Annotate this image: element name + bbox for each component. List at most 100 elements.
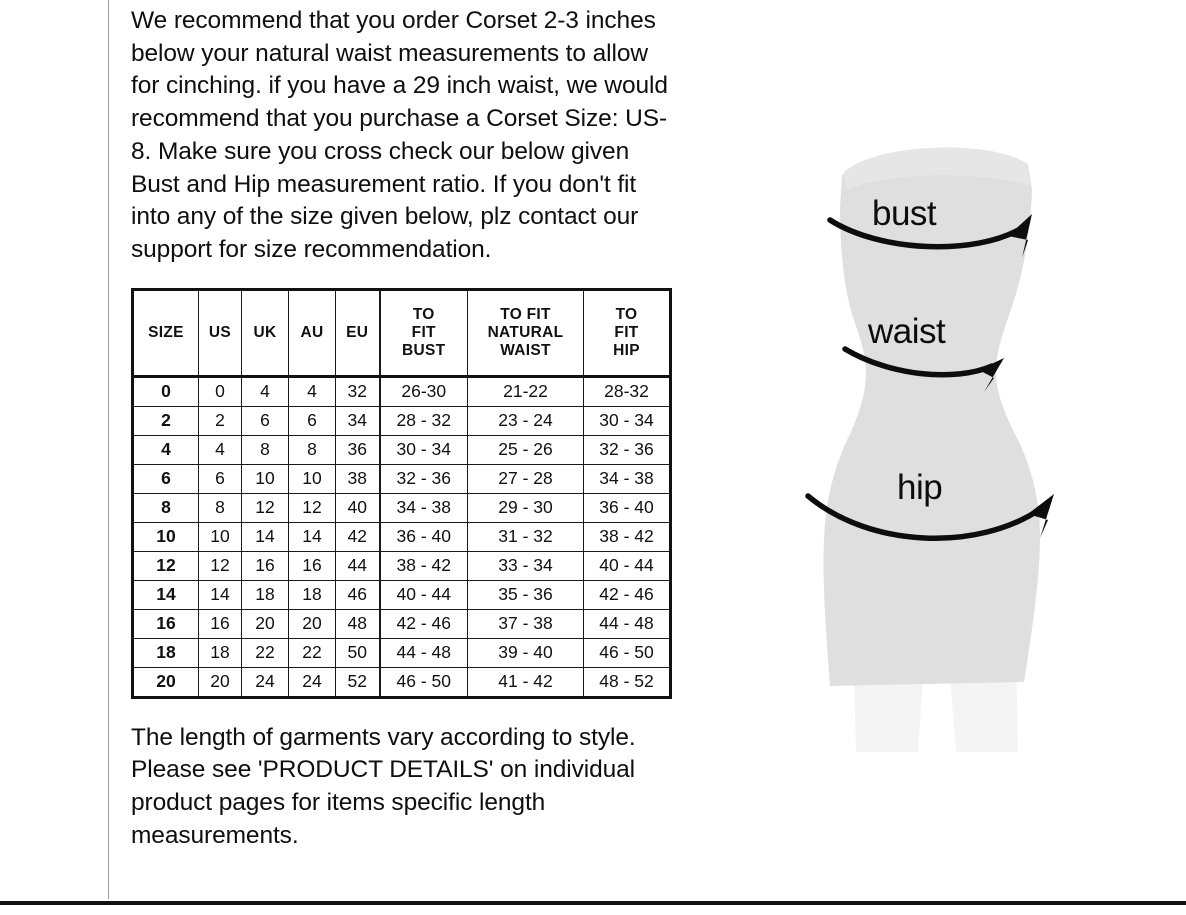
cell-bust: 40 - 44 bbox=[379, 579, 468, 610]
column-header-au: AU bbox=[288, 287, 336, 378]
header-line: SIZE bbox=[148, 323, 184, 341]
header-line: AU bbox=[300, 323, 324, 341]
cell-uk: 20 bbox=[241, 608, 289, 639]
cell-uk: 10 bbox=[241, 463, 289, 494]
cell-hip: 28-32 bbox=[583, 375, 672, 407]
bodice-shading bbox=[844, 147, 1030, 190]
cell-uk: 16 bbox=[241, 550, 289, 581]
size-chart-body: 0 0 4 4 32 26-30 21-22 28-32 2 2 6 6 34 28 - 32 23 - 2… bbox=[131, 375, 672, 699]
cell-bust: 44 - 48 bbox=[379, 637, 468, 668]
cell-waist: 39 - 40 bbox=[467, 637, 584, 668]
cell-size: 0 bbox=[131, 375, 199, 407]
cell-eu: 50 bbox=[335, 637, 381, 668]
dress-body-diagram bbox=[805, 147, 1054, 752]
cell-au: 12 bbox=[288, 492, 336, 523]
cell-us: 2 bbox=[198, 405, 242, 436]
cell-us: 14 bbox=[198, 579, 242, 610]
cell-us: 6 bbox=[198, 463, 242, 494]
cell-hip: 44 - 48 bbox=[583, 608, 672, 639]
cell-hip: 42 - 46 bbox=[583, 579, 672, 610]
table-row: 2 2 6 6 34 28 - 32 23 - 24 30 - 34 bbox=[131, 405, 672, 436]
header-line: TO bbox=[615, 305, 638, 323]
header-line: BUST bbox=[402, 341, 446, 359]
cell-bust: 34 - 38 bbox=[379, 492, 468, 523]
cell-eu: 32 bbox=[335, 375, 381, 407]
table-row: 16 16 20 20 48 42 - 46 37 - 38 44 - 48 bbox=[131, 608, 672, 639]
cell-eu: 42 bbox=[335, 521, 381, 552]
cell-eu: 52 bbox=[335, 666, 381, 699]
cell-au: 14 bbox=[288, 521, 336, 552]
cell-au: 16 bbox=[288, 550, 336, 581]
cell-uk: 12 bbox=[241, 492, 289, 523]
cell-au: 10 bbox=[288, 463, 336, 494]
cell-us: 10 bbox=[198, 521, 242, 552]
cell-eu: 36 bbox=[335, 434, 381, 465]
column-header-to-fit-natural-waist: TO FIT NATURAL WAIST bbox=[467, 287, 584, 378]
cell-bust: 38 - 42 bbox=[379, 550, 468, 581]
cell-size: 8 bbox=[131, 492, 199, 523]
cell-bust: 28 - 32 bbox=[379, 405, 468, 436]
cell-hip: 46 - 50 bbox=[583, 637, 672, 668]
cell-waist: 21-22 bbox=[467, 375, 584, 407]
hip-label: hip bbox=[897, 468, 943, 507]
cell-uk: 6 bbox=[241, 405, 289, 436]
table-row: 20 20 24 24 52 46 - 50 41 - 42 48 - 52 bbox=[131, 666, 672, 699]
size-chart-table-wrapper: SIZE US UK AU EU TO bbox=[131, 287, 672, 699]
cell-size: 20 bbox=[131, 666, 199, 699]
header-line: UK bbox=[253, 323, 277, 341]
cell-us: 4 bbox=[198, 434, 242, 465]
cell-us: 16 bbox=[198, 608, 242, 639]
header-line: FIT bbox=[614, 323, 639, 341]
cell-hip: 38 - 42 bbox=[583, 521, 672, 552]
table-row: 18 18 22 22 50 44 - 48 39 - 40 46 - 50 bbox=[131, 637, 672, 668]
header-line: TO FIT bbox=[500, 305, 551, 323]
cell-eu: 38 bbox=[335, 463, 381, 494]
bust-arrow-icon bbox=[827, 214, 1032, 258]
header-line: NATURAL bbox=[487, 323, 564, 341]
cell-uk: 18 bbox=[241, 579, 289, 610]
cell-au: 24 bbox=[288, 666, 336, 699]
cell-eu: 44 bbox=[335, 550, 381, 581]
cell-waist: 29 - 30 bbox=[467, 492, 584, 523]
cell-au: 8 bbox=[288, 434, 336, 465]
cell-bust: 36 - 40 bbox=[379, 521, 468, 552]
cell-eu: 40 bbox=[335, 492, 381, 523]
cell-hip: 32 - 36 bbox=[583, 434, 672, 465]
header-line: US bbox=[208, 323, 232, 341]
cell-uk: 24 bbox=[241, 666, 289, 699]
cell-us: 0 bbox=[198, 375, 242, 407]
cell-hip: 30 - 34 bbox=[583, 405, 672, 436]
column-header-to-fit-bust: TO FIT BUST bbox=[379, 287, 468, 378]
cell-us: 20 bbox=[198, 666, 242, 699]
cell-size: 4 bbox=[131, 434, 199, 465]
cell-bust: 30 - 34 bbox=[379, 434, 468, 465]
header-line: FIT bbox=[411, 323, 436, 341]
waist-label: waist bbox=[868, 312, 946, 351]
size-guide-content: We recommend that you order Corset 2-3 i… bbox=[131, 0, 691, 852]
cell-eu: 46 bbox=[335, 579, 381, 610]
cell-waist: 37 - 38 bbox=[467, 608, 584, 639]
cell-us: 12 bbox=[198, 550, 242, 581]
column-header-to-fit-hip: TO FIT HIP bbox=[583, 287, 672, 378]
cell-waist: 31 - 32 bbox=[467, 521, 584, 552]
cell-hip: 34 - 38 bbox=[583, 463, 672, 494]
cell-waist: 35 - 36 bbox=[467, 579, 584, 610]
cell-size: 18 bbox=[131, 637, 199, 668]
cell-waist: 25 - 26 bbox=[467, 434, 584, 465]
cell-bust: 32 - 36 bbox=[379, 463, 468, 494]
cell-au: 6 bbox=[288, 405, 336, 436]
cell-au: 18 bbox=[288, 579, 336, 610]
table-row: 6 6 10 10 38 32 - 36 27 - 28 34 - 38 bbox=[131, 463, 672, 494]
cell-waist: 41 - 42 bbox=[467, 666, 584, 699]
cell-hip: 48 - 52 bbox=[583, 666, 672, 699]
intro-paragraph: We recommend that you order Corset 2-3 i… bbox=[131, 7, 668, 263]
measurement-figure-panel: bust waist hip bbox=[760, 0, 1160, 915]
cell-waist: 27 - 28 bbox=[467, 463, 584, 494]
cell-size: 6 bbox=[131, 463, 199, 494]
bust-label: bust bbox=[872, 194, 937, 233]
table-header-row: SIZE US UK AU EU TO bbox=[131, 287, 672, 378]
table-row: 12 12 16 16 44 38 - 42 33 - 34 40 - 44 bbox=[131, 550, 672, 581]
cell-size: 14 bbox=[131, 579, 199, 610]
header-line: HIP bbox=[613, 341, 640, 359]
waist-arrow-icon bbox=[842, 346, 1004, 392]
